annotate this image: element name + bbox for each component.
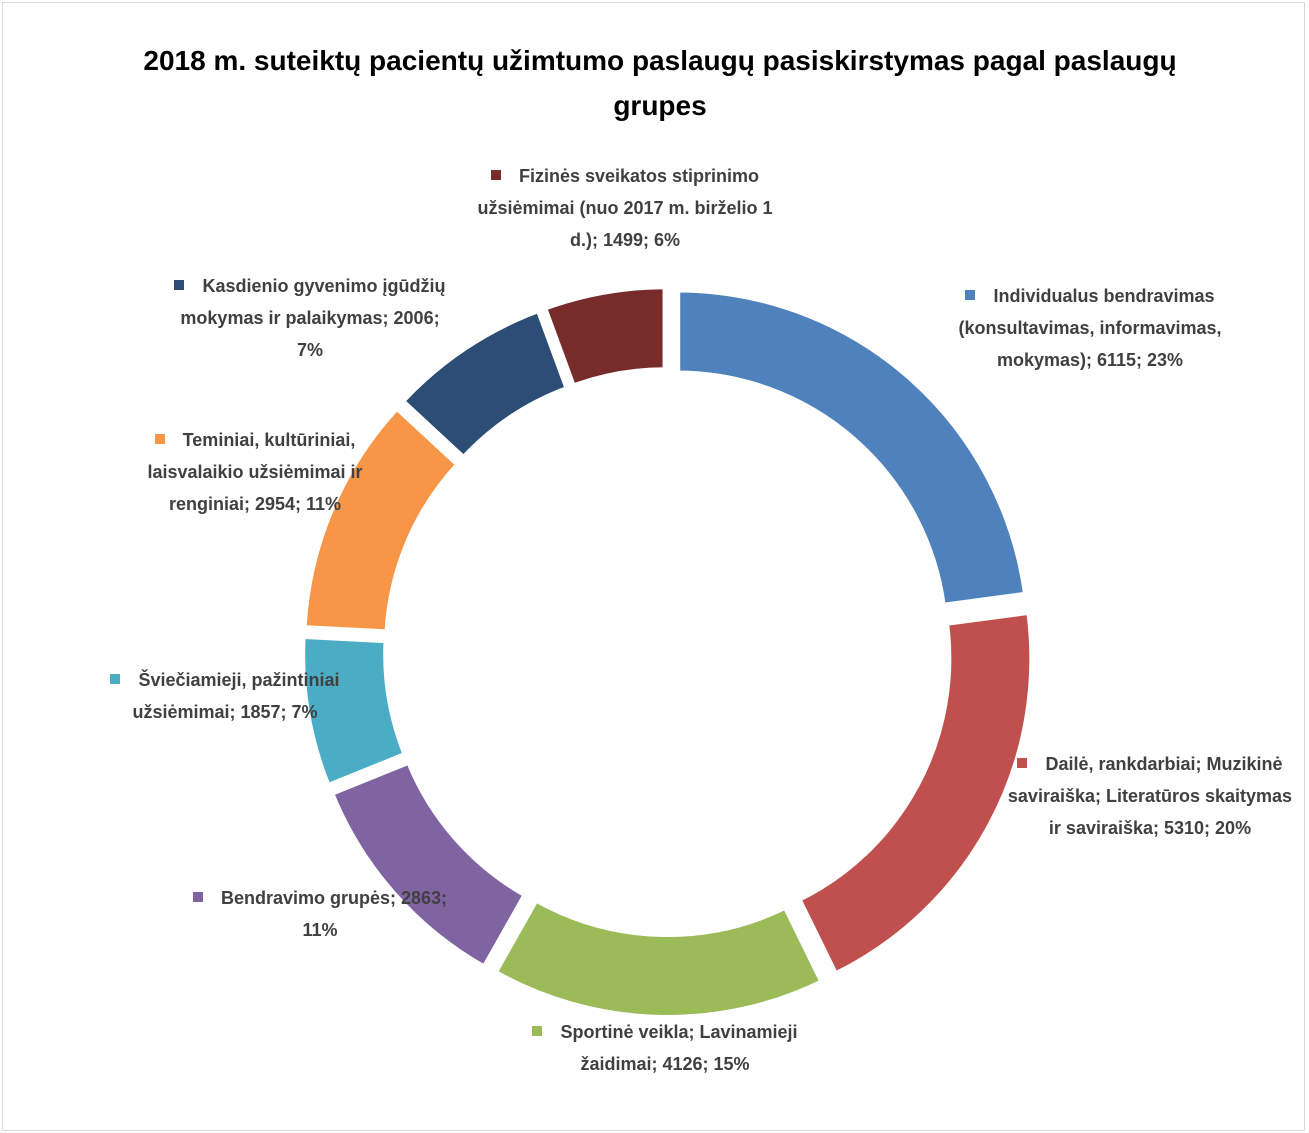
- label-text: Sportinė veikla; Lavinamieji žaidimai; 4…: [560, 1022, 798, 1074]
- data-label: Individualus bendravimas (konsultavimas,…: [945, 280, 1235, 376]
- donut-segment: [300, 403, 463, 636]
- donut-segment: [490, 895, 827, 1021]
- data-label: Šviečiamieji, pažintiniai užsiėmimai; 18…: [80, 664, 370, 728]
- label-text: Kasdienio gyvenimo įgūdžių mokymas ir pa…: [180, 276, 446, 360]
- label-text: Šviečiamieji, pažintiniai užsiėmimai; 18…: [132, 670, 340, 722]
- label-marker: [532, 1026, 543, 1036]
- label-marker: [154, 434, 165, 444]
- label-marker: [965, 290, 976, 300]
- label-marker: [110, 674, 121, 684]
- data-label: Bendravimo grupės; 2863; 11%: [175, 882, 465, 946]
- label-text: Fizinės sveikatos stiprinimo užsiėmimai …: [477, 166, 773, 250]
- label-text: Individualus bendravimas (konsultavimas,…: [958, 286, 1222, 370]
- donut-segment: [299, 632, 410, 791]
- label-marker: [174, 280, 185, 290]
- donut-segment: [794, 608, 1036, 979]
- data-label: Teminiai, kultūriniai, laisvalaikio užsi…: [110, 424, 400, 520]
- data-label: Dailė, rankdarbiai; Muzikinė saviraiška;…: [1000, 748, 1300, 844]
- label-marker: [192, 892, 203, 902]
- label-text: Bendravimo grupės; 2863; 11%: [220, 888, 448, 940]
- data-label: Fizinės sveikatos stiprinimo užsiėmimai …: [475, 160, 775, 256]
- donut-segment: [327, 757, 530, 972]
- donut-segment: [674, 286, 1030, 610]
- label-text: Dailė, rankdarbiai; Muzikinė saviraiška;…: [1007, 754, 1293, 838]
- label-marker: [490, 170, 501, 180]
- label-text: Teminiai, kultūriniai, laisvalaikio užsi…: [147, 430, 363, 514]
- donut-segment: [540, 283, 669, 391]
- data-label: Kasdienio gyvenimo įgūdžių mokymas ir pa…: [165, 270, 455, 366]
- label-marker: [1017, 758, 1028, 768]
- data-label: Sportinė veikla; Lavinamieji žaidimai; 4…: [515, 1016, 815, 1080]
- chart-title: 2018 m. suteiktų pacientų užimtumo pasla…: [143, 45, 1177, 121]
- donut-segment: [397, 306, 572, 463]
